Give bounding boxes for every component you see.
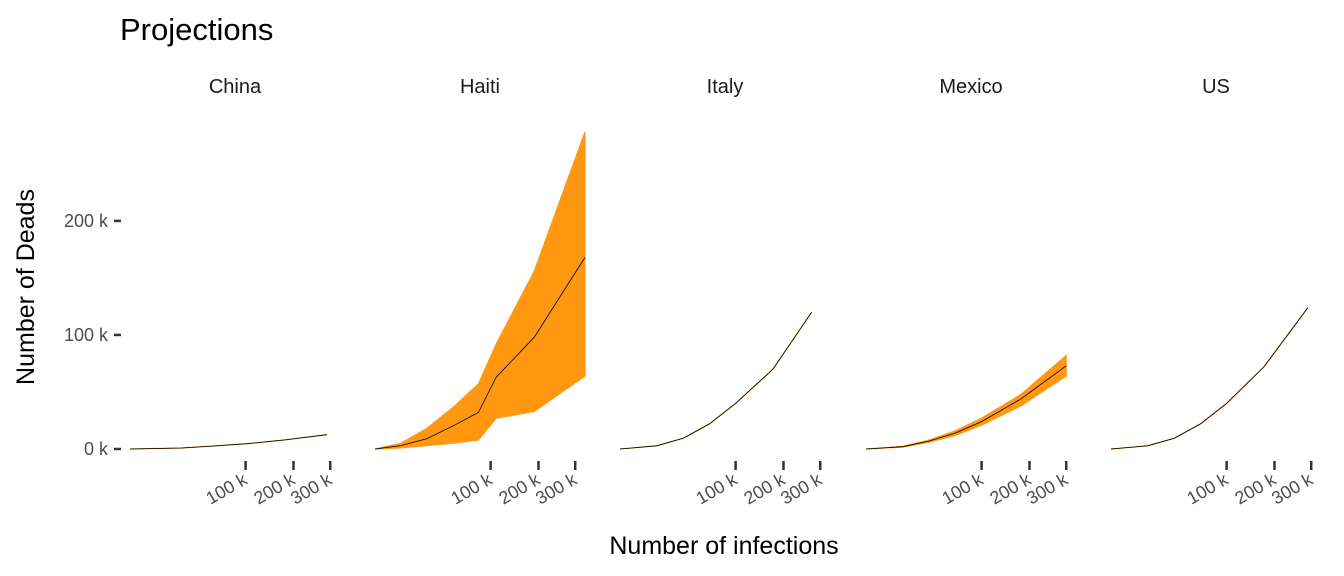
x-tick-label: 300 k — [1268, 469, 1317, 509]
confidence-band — [1110, 307, 1309, 450]
x-tick-label: 300 k — [287, 469, 336, 509]
confidence-band — [865, 354, 1067, 450]
projection-line — [619, 311, 813, 450]
x-tick-label: 100 k — [202, 469, 251, 509]
x-tick-label: 100 k — [692, 469, 741, 509]
y-tick-label: 200 k — [64, 211, 109, 231]
x-tick-label: 100 k — [938, 469, 987, 509]
y-tick-label: 100 k — [64, 325, 109, 345]
x-tick-label: 100 k — [447, 469, 496, 509]
panel-strip-label: Haiti — [460, 76, 500, 98]
projection-line — [1110, 307, 1309, 450]
chart-title: Projections — [120, 12, 273, 47]
y-axis-title: Number of Deads — [12, 189, 40, 385]
confidence-band — [129, 434, 327, 450]
projection-line — [374, 257, 586, 450]
x-axis-title: Number of infections — [609, 532, 838, 560]
confidence-band — [619, 311, 813, 450]
panel-strip-label: China — [209, 76, 262, 98]
panel-strip-label: US — [1202, 76, 1230, 98]
projection-line — [865, 365, 1067, 450]
panel-strip-label: Italy — [707, 76, 744, 98]
x-tick-label: 100 k — [1183, 469, 1232, 509]
projection-line — [129, 434, 327, 450]
panel-strip-label: Mexico — [939, 76, 1002, 98]
x-tick-label: 300 k — [777, 469, 826, 509]
x-tick-label: 300 k — [532, 469, 581, 509]
y-tick-label: 0 k — [84, 439, 109, 459]
y-axis: 0 k 100 k 200 k — [64, 211, 121, 459]
confidence-band — [374, 131, 586, 450]
x-tick-label: 300 k — [1023, 469, 1072, 509]
